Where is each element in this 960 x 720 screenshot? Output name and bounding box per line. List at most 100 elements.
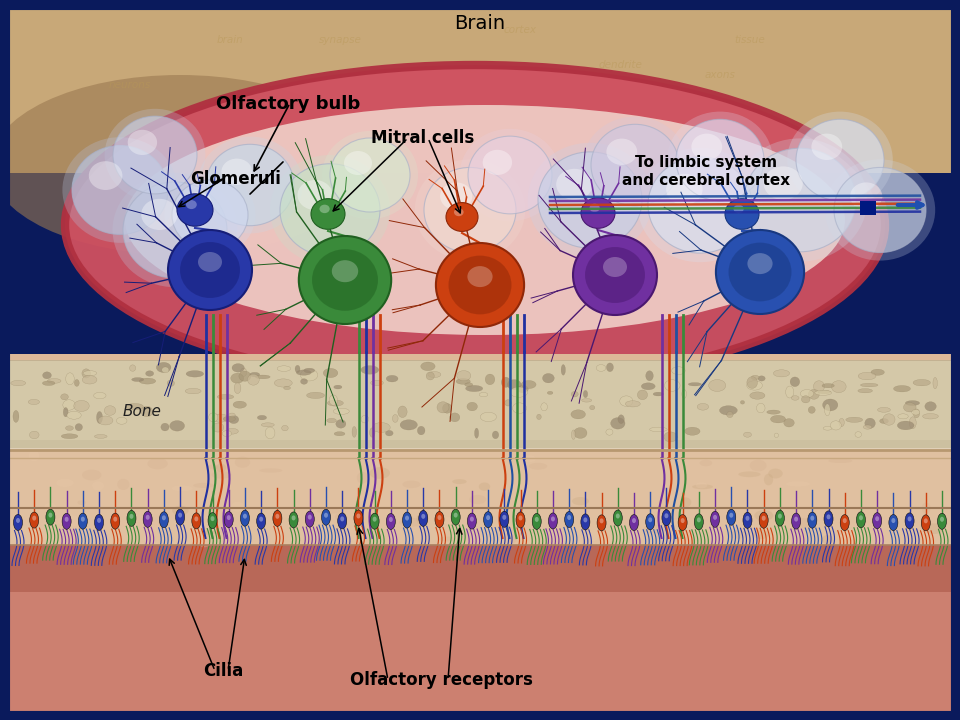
Ellipse shape	[924, 518, 927, 523]
Ellipse shape	[62, 513, 71, 529]
Ellipse shape	[449, 413, 460, 422]
Ellipse shape	[750, 392, 765, 399]
Ellipse shape	[334, 385, 342, 389]
Ellipse shape	[648, 157, 752, 253]
Ellipse shape	[277, 366, 291, 372]
Ellipse shape	[632, 518, 636, 523]
Ellipse shape	[637, 390, 648, 400]
Ellipse shape	[130, 514, 133, 519]
Ellipse shape	[180, 242, 240, 298]
FancyBboxPatch shape	[8, 354, 952, 360]
FancyBboxPatch shape	[0, 0, 960, 173]
Ellipse shape	[743, 432, 752, 437]
Ellipse shape	[480, 413, 496, 421]
Ellipse shape	[883, 414, 895, 426]
Ellipse shape	[415, 159, 525, 261]
Ellipse shape	[856, 512, 866, 528]
Ellipse shape	[785, 386, 794, 398]
Ellipse shape	[98, 416, 113, 425]
Ellipse shape	[873, 513, 881, 528]
Ellipse shape	[60, 394, 68, 400]
Ellipse shape	[596, 364, 606, 372]
Ellipse shape	[516, 512, 525, 528]
Text: Cilia: Cilia	[204, 662, 244, 680]
Text: Bone: Bone	[123, 405, 161, 419]
Ellipse shape	[691, 134, 722, 160]
Ellipse shape	[156, 362, 171, 372]
Ellipse shape	[672, 366, 685, 374]
Ellipse shape	[716, 230, 804, 314]
Ellipse shape	[75, 423, 83, 431]
Ellipse shape	[729, 243, 791, 302]
Ellipse shape	[230, 373, 244, 383]
Ellipse shape	[299, 236, 392, 324]
Ellipse shape	[719, 405, 737, 415]
Ellipse shape	[125, 105, 845, 335]
Ellipse shape	[117, 479, 130, 490]
Text: neurons: neurons	[108, 80, 151, 90]
Ellipse shape	[372, 423, 390, 433]
Ellipse shape	[208, 464, 218, 469]
Ellipse shape	[112, 173, 237, 287]
Ellipse shape	[456, 379, 470, 384]
Ellipse shape	[281, 426, 288, 431]
Ellipse shape	[210, 516, 214, 521]
Ellipse shape	[61, 433, 78, 438]
Ellipse shape	[684, 427, 700, 436]
Ellipse shape	[535, 517, 539, 522]
Ellipse shape	[457, 371, 470, 381]
Ellipse shape	[393, 415, 398, 423]
Ellipse shape	[332, 260, 358, 282]
Ellipse shape	[402, 481, 420, 488]
Text: cells: cells	[468, 65, 492, 75]
Ellipse shape	[13, 410, 19, 423]
Ellipse shape	[591, 125, 679, 206]
Ellipse shape	[83, 376, 97, 384]
Ellipse shape	[678, 515, 687, 531]
Ellipse shape	[813, 381, 825, 392]
Ellipse shape	[94, 434, 108, 438]
Ellipse shape	[907, 516, 912, 521]
Ellipse shape	[451, 509, 460, 525]
Ellipse shape	[738, 472, 760, 477]
Ellipse shape	[257, 415, 267, 420]
Ellipse shape	[283, 386, 291, 390]
Ellipse shape	[146, 515, 150, 520]
Ellipse shape	[824, 511, 833, 527]
Ellipse shape	[744, 148, 856, 252]
Ellipse shape	[692, 485, 713, 489]
Ellipse shape	[500, 511, 509, 527]
Ellipse shape	[484, 512, 492, 528]
Ellipse shape	[256, 513, 266, 529]
Ellipse shape	[694, 514, 704, 530]
Ellipse shape	[62, 138, 178, 243]
Ellipse shape	[787, 112, 893, 208]
Bar	[860, 201, 876, 215]
Ellipse shape	[148, 458, 168, 469]
Ellipse shape	[0, 75, 370, 255]
Ellipse shape	[834, 168, 926, 253]
Ellipse shape	[371, 380, 383, 385]
Ellipse shape	[774, 370, 790, 377]
Ellipse shape	[322, 509, 330, 525]
Ellipse shape	[615, 513, 620, 518]
Ellipse shape	[589, 204, 600, 212]
Ellipse shape	[727, 509, 735, 525]
Ellipse shape	[259, 468, 282, 472]
Ellipse shape	[126, 403, 143, 410]
Ellipse shape	[611, 418, 625, 429]
Ellipse shape	[273, 510, 282, 526]
Ellipse shape	[681, 518, 684, 523]
Ellipse shape	[641, 383, 655, 390]
Ellipse shape	[474, 428, 479, 438]
Ellipse shape	[62, 400, 75, 410]
Ellipse shape	[666, 174, 703, 205]
Ellipse shape	[562, 364, 565, 375]
Ellipse shape	[802, 396, 810, 403]
Ellipse shape	[840, 515, 850, 531]
Ellipse shape	[74, 379, 80, 387]
Ellipse shape	[57, 479, 74, 487]
Ellipse shape	[399, 518, 424, 527]
Ellipse shape	[439, 536, 456, 541]
Ellipse shape	[231, 502, 244, 512]
